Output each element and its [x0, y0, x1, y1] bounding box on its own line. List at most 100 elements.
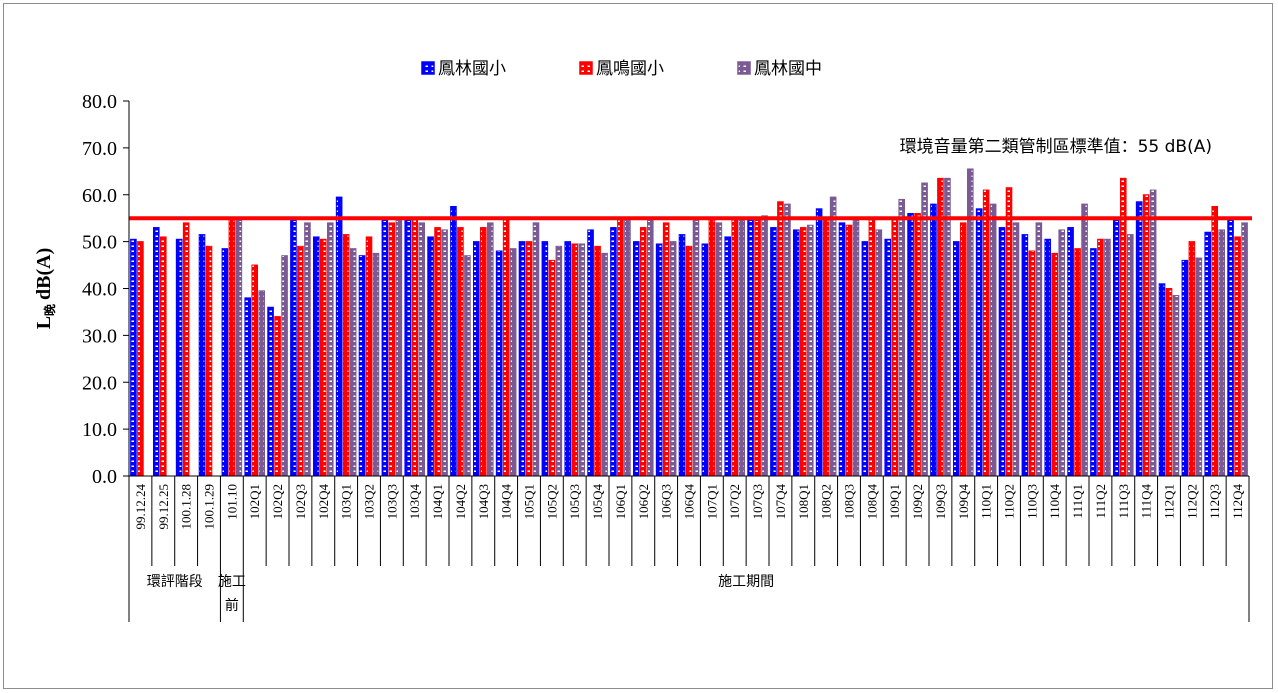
bar-鳳鳴國小-109Q4 — [960, 223, 966, 476]
x-tick-label: 110Q1 — [979, 484, 994, 519]
x-tick-label: 110Q4 — [1047, 484, 1062, 519]
bar-鳳林國小-104Q3 — [473, 242, 479, 476]
bar-鳳林國中-104Q2 — [465, 256, 471, 476]
chart-frame: 鳳林國小 鳳鳴國小 鳳林國中 環境音量第二類管制區標準值：55 dB(A) 0.0 1… — [3, 3, 1273, 689]
x-tick-label: 102Q1 — [247, 484, 262, 519]
x-tick-label: 106Q2 — [636, 484, 651, 519]
x-tick-label: 110Q3 — [1024, 484, 1039, 519]
bar-鳳鳴國小-108Q4 — [869, 218, 875, 476]
bar-鳳林國小-104Q4 — [496, 251, 502, 476]
bar-鳳林國小-110Q3 — [1022, 235, 1028, 476]
x-tick-label: 103Q2 — [362, 484, 377, 519]
bar-鳳鳴國小-104Q2 — [458, 228, 464, 476]
y-tick-label: 60.0 — [82, 185, 117, 207]
bar-鳳林國小-110Q2 — [999, 228, 1005, 476]
x-tick-label: 104Q1 — [430, 484, 445, 519]
bar-鳳鳴國小-111Q3 — [1120, 178, 1126, 476]
bar-鳳林國中-106Q3 — [670, 242, 676, 476]
bar-鳳林國小-112Q4 — [1228, 221, 1234, 476]
bar-鳳鳴國小-106Q4 — [686, 246, 692, 476]
bar-鳳林國中-102Q1 — [259, 291, 265, 476]
bar-鳳林國中-107Q3 — [762, 216, 768, 476]
bar-鳳林國小-105Q2 — [542, 242, 548, 476]
bar-鳳林國中-106Q4 — [693, 221, 699, 476]
x-tick-label: 109Q3 — [933, 484, 948, 519]
bar-鳳林國小-112Q3 — [1205, 232, 1211, 476]
bar-鳳林國中-112Q3 — [1219, 230, 1225, 476]
bar-鳳林國小-105Q3 — [565, 242, 571, 476]
bar-鳳鳴國小-112Q3 — [1212, 206, 1218, 476]
bar-鳳林國小-107Q1 — [702, 244, 708, 476]
x-tick-label: 111Q4 — [1139, 484, 1154, 519]
bar-鳳鳴國小-105Q4 — [595, 246, 601, 476]
bar-鳳林國小-102Q3 — [291, 221, 297, 476]
bar-鳳林國中-108Q4 — [876, 230, 882, 476]
x-tick-label: 103Q1 — [339, 484, 354, 519]
x-tick-label: 107Q3 — [750, 484, 765, 519]
bar-鳳鳴國小-106Q3 — [663, 223, 669, 476]
x-tick-label: 99.12.24 — [133, 484, 148, 530]
bar-鳳林國中-103Q3 — [396, 221, 402, 476]
bar-鳳林國小-103Q1 — [336, 197, 342, 476]
bar-鳳鳴國小-104Q4 — [503, 218, 509, 476]
x-tick-label: 104Q4 — [499, 484, 514, 520]
bar-鳳鳴國小-111Q2 — [1098, 239, 1104, 476]
bar-chart: 鳳林國小 鳳鳴國小 鳳林國中 環境音量第二類管制區標準值：55 dB(A) 0.0 1… — [4, 4, 1274, 690]
bar-鳳林國小-108Q2 — [816, 209, 822, 476]
bar-鳳鳴國小-108Q2 — [823, 218, 829, 476]
x-tick-label: 104Q3 — [476, 484, 491, 519]
bar-鳳林國中-108Q3 — [853, 221, 859, 476]
x-tick-label: 102Q2 — [270, 484, 285, 519]
bar-鳳鳴國小-110Q2 — [1006, 188, 1012, 476]
bar-鳳林國中-105Q1 — [533, 223, 539, 476]
bar-鳳鳴國小-110Q4 — [1052, 253, 1058, 476]
bar-鳳林國中-102Q4 — [327, 223, 333, 476]
bar-鳳鳴國小-109Q3 — [938, 178, 944, 476]
bar-鳳鳴國小-105Q3 — [572, 244, 578, 476]
x-tick-label: 109Q2 — [910, 484, 925, 519]
bar-鳳林國中-107Q4 — [785, 204, 791, 476]
x-tick-label: 107Q4 — [773, 484, 788, 520]
bar-鳳林國小-108Q4 — [862, 242, 868, 476]
legend-label: 鳳林國中 — [754, 59, 822, 79]
bar-鳳鳴國小-107Q3 — [755, 221, 761, 476]
x-tick-label: 100.1.29 — [202, 484, 217, 530]
bar-鳳林國小-105Q4 — [588, 230, 594, 476]
bar-鳳鳴國小-112Q4 — [1235, 237, 1241, 476]
x-tick-label: 112Q2 — [1184, 484, 1199, 519]
y-tick-label: 30.0 — [82, 325, 117, 347]
bar-鳳鳴國小-104Q1 — [435, 228, 441, 476]
bar-鳳鳴國小-112Q1 — [1166, 289, 1172, 477]
x-tick-label: 101.10 — [224, 484, 239, 520]
bar-鳳鳴國小-104Q3 — [480, 228, 486, 476]
bar-鳳林國小-111Q4 — [1136, 202, 1142, 476]
x-tick-label: 103Q4 — [407, 484, 422, 520]
bar-鳳鳴國小-107Q1 — [709, 218, 715, 476]
x-tick-label: 105Q3 — [567, 484, 582, 519]
bar-鳳林國中-110Q3 — [1036, 223, 1042, 476]
y-axis-title-unit: dB(A) — [33, 248, 55, 300]
y-tick-label: 0.0 — [92, 466, 117, 488]
bar-鳳林國中-103Q1 — [350, 249, 356, 476]
bar-鳳鳴國小-107Q4 — [778, 202, 784, 476]
x-tick-label: 106Q1 — [613, 484, 628, 519]
bar-鳳林國小-103Q3 — [382, 221, 388, 476]
bar-鳳林國中-106Q1 — [625, 221, 631, 476]
group-label: 環評階段 — [147, 574, 203, 590]
bar-鳳鳴國小-109Q1 — [892, 218, 898, 476]
bar-鳳林國中-105Q3 — [579, 244, 585, 476]
bar-鳳林國小-102Q1 — [245, 298, 251, 476]
bar-鳳林國中-101.10 — [236, 221, 242, 476]
bar-鳳林國中-108Q2 — [830, 197, 836, 476]
x-tick-label: 112Q1 — [1162, 484, 1177, 519]
bar-鳳林國小-99.12.24 — [131, 239, 137, 476]
x-tick-label: 110Q2 — [1002, 484, 1017, 519]
bar-鳳林國中-110Q4 — [1059, 230, 1065, 476]
bar-鳳鳴國小-108Q1 — [800, 228, 806, 476]
bar-鳳林國中-107Q2 — [739, 221, 745, 476]
bar-鳳鳴國小-100.1.29 — [206, 246, 212, 476]
bar-鳳鳴國小-112Q2 — [1189, 242, 1195, 476]
bar-鳳林國小-112Q1 — [1159, 284, 1165, 476]
x-tick-label: 109Q4 — [956, 484, 971, 520]
bar-鳳鳴國小-106Q1 — [618, 218, 624, 476]
